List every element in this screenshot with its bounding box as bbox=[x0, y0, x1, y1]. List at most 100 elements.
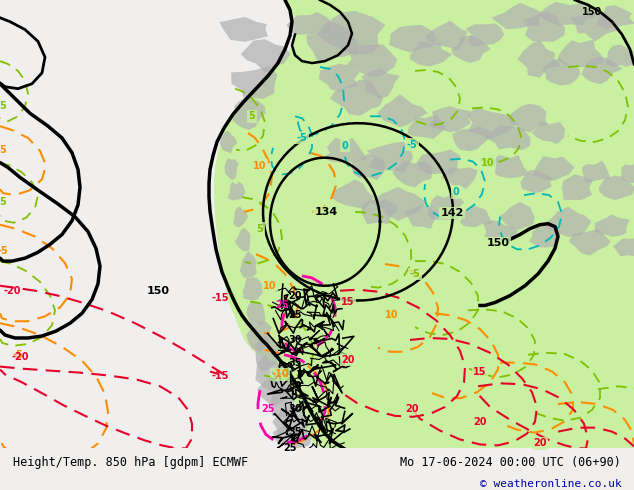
Text: Mo 17-06-2024 00:00 UTC (06+90): Mo 17-06-2024 00:00 UTC (06+90) bbox=[401, 456, 621, 469]
Polygon shape bbox=[408, 115, 446, 139]
Text: 5: 5 bbox=[0, 145, 6, 155]
Polygon shape bbox=[392, 161, 432, 188]
Polygon shape bbox=[417, 149, 460, 175]
Polygon shape bbox=[605, 45, 634, 67]
Text: 5: 5 bbox=[249, 111, 256, 122]
Polygon shape bbox=[347, 44, 397, 77]
Polygon shape bbox=[597, 5, 634, 29]
Polygon shape bbox=[219, 17, 268, 42]
Text: 20: 20 bbox=[341, 355, 355, 365]
Text: 5: 5 bbox=[0, 197, 6, 207]
Text: 15: 15 bbox=[341, 296, 355, 307]
Polygon shape bbox=[582, 161, 611, 184]
Polygon shape bbox=[508, 103, 547, 132]
Polygon shape bbox=[361, 199, 398, 224]
Polygon shape bbox=[232, 96, 266, 130]
Polygon shape bbox=[518, 40, 561, 78]
Polygon shape bbox=[521, 170, 553, 193]
Polygon shape bbox=[256, 355, 285, 391]
Polygon shape bbox=[228, 182, 245, 200]
Text: 10: 10 bbox=[253, 161, 267, 171]
Polygon shape bbox=[562, 174, 593, 200]
Text: 10: 10 bbox=[385, 310, 399, 320]
Text: 10: 10 bbox=[481, 158, 495, 168]
Polygon shape bbox=[214, 0, 634, 453]
Polygon shape bbox=[569, 229, 611, 255]
Text: 134: 134 bbox=[314, 207, 338, 217]
Polygon shape bbox=[523, 11, 565, 42]
Polygon shape bbox=[361, 69, 400, 99]
Polygon shape bbox=[269, 386, 297, 419]
Polygon shape bbox=[235, 228, 250, 251]
Polygon shape bbox=[323, 138, 367, 163]
Polygon shape bbox=[557, 40, 604, 67]
Polygon shape bbox=[441, 168, 477, 189]
Text: 5: 5 bbox=[0, 101, 6, 111]
Text: 10: 10 bbox=[263, 281, 277, 291]
Polygon shape bbox=[428, 106, 472, 132]
Polygon shape bbox=[529, 223, 561, 247]
Text: Height/Temp. 850 hPa [gdpm] ECMWF: Height/Temp. 850 hPa [gdpm] ECMWF bbox=[13, 456, 248, 469]
Polygon shape bbox=[451, 35, 491, 63]
Text: 20: 20 bbox=[405, 404, 418, 414]
Polygon shape bbox=[224, 158, 239, 180]
Text: 150: 150 bbox=[486, 239, 510, 248]
Text: 150: 150 bbox=[146, 286, 169, 295]
Polygon shape bbox=[233, 206, 248, 227]
Text: 15: 15 bbox=[473, 368, 487, 377]
Text: 25: 25 bbox=[283, 443, 297, 453]
Text: 20: 20 bbox=[288, 291, 302, 301]
Polygon shape bbox=[370, 187, 427, 221]
Polygon shape bbox=[306, 23, 358, 64]
Polygon shape bbox=[595, 214, 630, 237]
Text: 35: 35 bbox=[288, 358, 302, 368]
Polygon shape bbox=[231, 66, 278, 99]
Polygon shape bbox=[330, 80, 383, 116]
Text: 5: 5 bbox=[257, 223, 263, 234]
Polygon shape bbox=[581, 56, 623, 84]
Polygon shape bbox=[247, 301, 265, 329]
Polygon shape bbox=[460, 206, 492, 227]
Polygon shape bbox=[240, 39, 290, 73]
Polygon shape bbox=[427, 193, 467, 220]
Polygon shape bbox=[621, 164, 634, 184]
Text: 30: 30 bbox=[288, 381, 302, 392]
Polygon shape bbox=[467, 107, 518, 139]
Polygon shape bbox=[542, 58, 580, 85]
Polygon shape bbox=[550, 0, 634, 29]
Text: -5: -5 bbox=[410, 269, 420, 279]
Text: 20: 20 bbox=[473, 416, 487, 427]
Polygon shape bbox=[273, 426, 311, 449]
Text: -5: -5 bbox=[297, 133, 307, 143]
Polygon shape bbox=[287, 12, 331, 35]
Text: -15: -15 bbox=[211, 371, 229, 381]
Polygon shape bbox=[351, 154, 385, 180]
Text: -5: -5 bbox=[13, 350, 23, 360]
Polygon shape bbox=[257, 372, 292, 406]
Text: 20: 20 bbox=[533, 439, 547, 448]
Polygon shape bbox=[613, 238, 634, 256]
Text: 25: 25 bbox=[261, 404, 275, 414]
Polygon shape bbox=[220, 130, 238, 153]
Polygon shape bbox=[546, 207, 592, 237]
Polygon shape bbox=[538, 2, 602, 26]
Polygon shape bbox=[466, 24, 504, 47]
Text: -5: -5 bbox=[0, 246, 8, 256]
Text: 142: 142 bbox=[440, 208, 463, 218]
Text: -10: -10 bbox=[271, 369, 288, 379]
Text: © weatheronline.co.uk: © weatheronline.co.uk bbox=[479, 479, 621, 489]
Text: 0: 0 bbox=[342, 141, 348, 151]
Polygon shape bbox=[403, 204, 437, 229]
Polygon shape bbox=[453, 126, 489, 151]
Polygon shape bbox=[571, 13, 619, 42]
Polygon shape bbox=[410, 41, 452, 67]
Text: -5: -5 bbox=[406, 140, 417, 150]
Polygon shape bbox=[425, 21, 468, 50]
Text: -15: -15 bbox=[211, 293, 229, 303]
Polygon shape bbox=[272, 408, 309, 437]
Text: 30: 30 bbox=[288, 335, 302, 345]
Polygon shape bbox=[486, 125, 531, 150]
Text: 25: 25 bbox=[288, 310, 302, 320]
Polygon shape bbox=[533, 156, 574, 180]
Text: 0: 0 bbox=[453, 187, 460, 197]
